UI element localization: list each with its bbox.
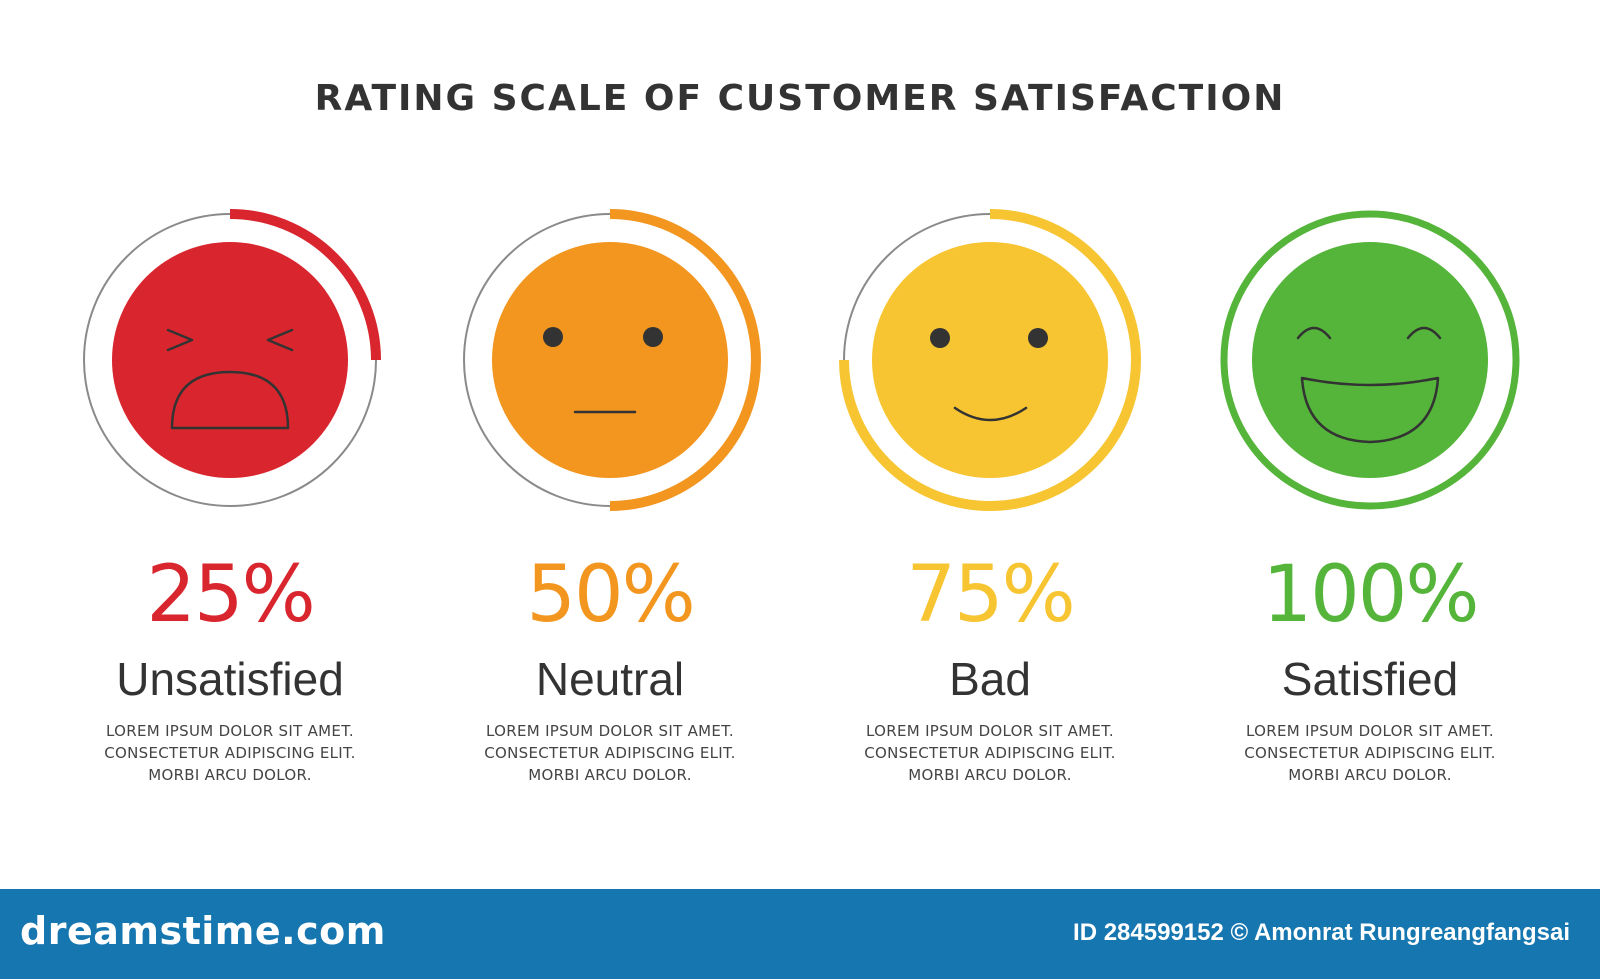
percent-value: 100%: [1262, 550, 1480, 640]
percent-value: 75%: [906, 550, 1075, 640]
description-line: MORBI ARCU DOLOR.: [908, 766, 1072, 784]
face-background: [1252, 242, 1488, 478]
rating-description: LOREM IPSUM DOLOR SIT AMET. CONSECTETUR …: [450, 720, 770, 786]
crying-face-icon: [166, 328, 294, 430]
gauge-progress-arc: [1220, 210, 1520, 510]
description-line: MORBI ARCU DOLOR.: [1288, 766, 1452, 784]
face-background: [872, 242, 1108, 478]
page-title: RATING SCALE OF CUSTOMER SATISFACTION: [314, 78, 1286, 119]
smiling-face-icon: [930, 328, 1048, 422]
rating-label: Satisfied: [1281, 653, 1459, 705]
description-line: LOREM IPSUM DOLOR SIT AMET.: [866, 722, 1114, 740]
rating-card-neutral: 50% Neutral LOREM IPSUM DOLOR SIT AMET. …: [450, 200, 770, 820]
gauge-progress-arc: [229, 209, 381, 361]
rating-gauge: [1220, 210, 1520, 510]
laughing-face-icon: [1296, 326, 1442, 444]
description-line: LOREM IPSUM DOLOR SIT AMET.: [106, 722, 354, 740]
gauge-progress-arc: [609, 209, 761, 511]
rating-label: Bad: [949, 653, 1031, 705]
rating-label: Unsatisfied: [116, 653, 344, 705]
rating-card-unsatisfied: 25% Unsatisfied LOREM IPSUM DOLOR SIT AM…: [70, 200, 390, 820]
description-line: CONSECTETUR ADIPISCING ELIT.: [104, 744, 356, 762]
description-line: MORBI ARCU DOLOR.: [148, 766, 312, 784]
rating-gauge: [839, 209, 1141, 511]
rating-gauge: [463, 209, 761, 511]
description-line: LOREM IPSUM DOLOR SIT AMET.: [486, 722, 734, 740]
rating-card-bad: 75% Bad LOREM IPSUM DOLOR SIT AMET. CONS…: [830, 200, 1150, 820]
gauge-progress-arc: [839, 209, 1141, 511]
description-line: CONSECTETUR ADIPISCING ELIT.: [864, 744, 1116, 762]
image-credit: ID 284599152 © Amonrat Rungreangfangsai: [1073, 919, 1570, 946]
neutral-face-icon: [543, 327, 663, 414]
rating-card-satisfied: 100% Satisfied LOREM IPSUM DOLOR SIT AME…: [1210, 200, 1530, 820]
description-line: MORBI ARCU DOLOR.: [528, 766, 692, 784]
percent-value: 25%: [146, 550, 315, 640]
brand-logo[interactable]: dreamstime.com: [20, 909, 386, 953]
footer-bar: dreamstime.com ID 284599152 © Amonrat Ru…: [0, 889, 1600, 979]
description-line: CONSECTETUR ADIPISCING ELIT.: [1244, 744, 1496, 762]
rating-description: LOREM IPSUM DOLOR SIT AMET. CONSECTETUR …: [70, 720, 390, 786]
percent-value: 50%: [526, 550, 695, 640]
face-background: [492, 242, 728, 478]
description-line: CONSECTETUR ADIPISCING ELIT.: [484, 744, 736, 762]
face-background: [112, 242, 348, 478]
rating-label: Neutral: [535, 653, 685, 705]
rating-gauge: [83, 209, 381, 507]
description-line: LOREM IPSUM DOLOR SIT AMET.: [1246, 722, 1494, 740]
rating-description: LOREM IPSUM DOLOR SIT AMET. CONSECTETUR …: [1210, 720, 1530, 786]
rating-description: LOREM IPSUM DOLOR SIT AMET. CONSECTETUR …: [830, 720, 1150, 786]
